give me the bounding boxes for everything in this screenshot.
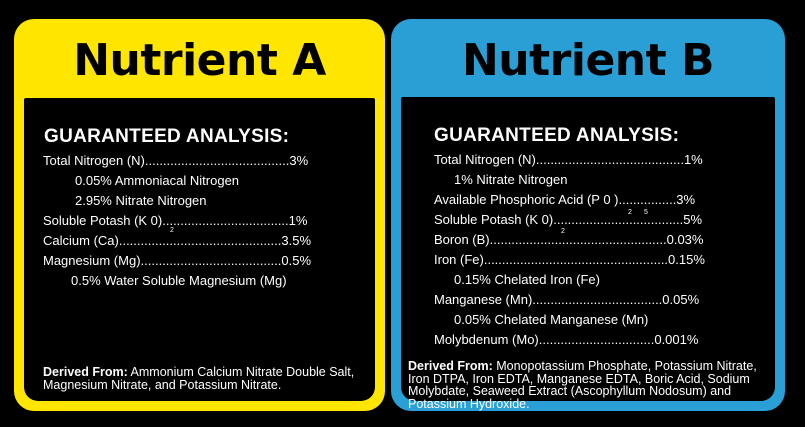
nutrient-b-row-molybdenum: Molybdenum (Mo).........................… <box>434 332 699 347</box>
nutrient-b-row-nitrate-nitrogen: 1% Nitrate Nitrogen <box>454 172 568 187</box>
nutrient-b-derived-from: Derived From: Monopotassium Phosphate, P… <box>408 360 780 410</box>
nutrient-a-row-nitrate-nitrogen: 2.95% Nitrate Nitrogen <box>75 193 207 208</box>
nutrient-b-row-boron: Boron (B)...............................… <box>434 232 704 247</box>
nutrient-b-row-chelated-manganese: 0.05% Chelated Manganese (Mn) <box>454 312 649 327</box>
nutrient-a-row-water-soluble-magnesium: 0.5% Water Soluble Magnesium (Mg) <box>71 273 287 288</box>
nutrient-a-row-soluble-potash: Soluble Potash (K 0)....................… <box>43 213 308 228</box>
nutrient-b-row-manganese: Manganese (Mn)..........................… <box>434 292 700 307</box>
nutrient-b-subscript-oxygen: 5 <box>644 209 648 216</box>
nutrient-b-subscript-potash: 2 <box>561 228 565 235</box>
nutrient-a-card: Nutrient A GUARANTEED ANALYSIS: Total Ni… <box>14 19 385 411</box>
nutrient-b-subscript-phosphorus: 2 <box>628 209 632 216</box>
nutrient-b-row-soluble-potash: Soluble Potash (K 0)....................… <box>434 212 703 227</box>
nutrient-a-row-ammoniacal-nitrogen: 0.05% Ammoniacal Nitrogen <box>75 173 240 188</box>
nutrient-a-derived-text: Ammonium Calcium Nitrate Double Salt, Ma… <box>43 365 355 392</box>
nutrient-a-subscript-potash: 2 <box>170 227 174 234</box>
nutrient-a-panel: GUARANTEED ANALYSIS: Total Nitrogen (N).… <box>24 98 375 401</box>
nutrient-b-derived-text: Monopotassium Phosphate, Potassium Nitra… <box>408 359 757 411</box>
nutrient-a-row-calcium: Calcium (Ca)............................… <box>43 233 312 248</box>
nutrient-b-heading: GUARANTEED ANALYSIS: <box>434 125 680 146</box>
nutrient-b-row-iron: Iron (Fe)...............................… <box>434 252 705 267</box>
nutrient-b-card: Nutrient B GUARANTEED ANALYSIS: Total Ni… <box>391 19 785 411</box>
nutrient-b-row-total-nitrogen: Total Nitrogen (N)......................… <box>434 152 703 167</box>
nutrient-b-title: Nutrient B <box>461 35 715 86</box>
nutrient-b-row-chelated-iron: 0.15% Chelated Iron (Fe) <box>454 272 600 287</box>
nutrient-b-derived-label: Derived From: <box>408 359 493 373</box>
nutrient-b-row-phosphoric-acid: Available Phosphoric Acid (P 0 )........… <box>434 192 696 207</box>
nutrient-a-row-magnesium: Magnesium (Mg)..........................… <box>43 253 312 268</box>
nutrient-a-derived-from: Derived From: Ammonium Calcium Nitrate D… <box>43 366 378 391</box>
nutrient-a-title: Nutrient A <box>73 35 326 86</box>
nutrient-a-analysis-list: Total Nitrogen (N)......................… <box>24 151 375 291</box>
nutrient-a-derived-label: Derived From: <box>43 365 128 379</box>
nutrient-b-analysis-list: Total Nitrogen (N)......................… <box>401 150 775 350</box>
nutrient-a-row-total-nitrogen: Total Nitrogen (N)......................… <box>43 153 309 168</box>
nutrient-b-panel: GUARANTEED ANALYSIS: Total Nitrogen (N).… <box>401 97 775 410</box>
nutrient-a-heading: GUARANTEED ANALYSIS: <box>44 126 290 147</box>
